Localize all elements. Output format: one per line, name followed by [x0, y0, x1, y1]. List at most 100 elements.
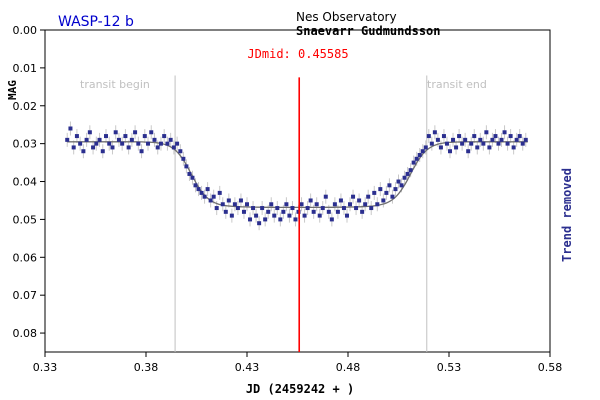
data-point: [165, 141, 170, 146]
data-point: [290, 206, 295, 211]
data-point: [196, 187, 201, 192]
data-point: [214, 206, 219, 211]
data-point: [520, 141, 525, 146]
data-point: [463, 137, 468, 142]
data-point: [381, 198, 386, 203]
y-tick-label: 0.07: [13, 289, 38, 302]
data-point: [496, 141, 501, 146]
data-point: [278, 217, 283, 222]
data-point: [251, 206, 256, 211]
data-points: [65, 126, 528, 226]
data-point: [426, 134, 431, 139]
data-point: [284, 202, 289, 207]
data-point: [205, 187, 210, 192]
data-point: [68, 126, 73, 131]
data-point: [142, 134, 147, 139]
data-point: [420, 149, 425, 154]
data-point: [414, 156, 419, 161]
data-point: [299, 202, 304, 207]
data-point: [254, 213, 259, 218]
data-point: [369, 206, 374, 211]
data-point: [248, 217, 253, 222]
data-point: [152, 137, 157, 142]
data-point: [202, 194, 207, 199]
data-point: [168, 137, 173, 142]
data-point: [220, 202, 225, 207]
data-point: [454, 145, 459, 150]
data-point: [269, 202, 274, 207]
transit-lines: [174, 75, 428, 352]
y-tick-label: 0.03: [13, 138, 38, 151]
data-point: [162, 134, 167, 139]
x-axis-label: JD (2459242 + ): [246, 382, 354, 396]
y-axis-ticks: 0.00 0.01 0.02 0.03 0.04 0.05 0.06 0.07 0.08: [13, 24, 45, 340]
data-point: [223, 209, 228, 214]
data-point: [338, 198, 343, 203]
data-point: [71, 145, 76, 150]
data-point: [107, 141, 112, 146]
data-point: [432, 130, 437, 135]
data-point: [149, 130, 154, 135]
data-point: [184, 164, 189, 169]
data-point: [351, 194, 356, 199]
data-point: [393, 187, 398, 192]
y-tick-label: 0.04: [13, 176, 38, 189]
data-point: [175, 141, 180, 146]
data-point: [360, 209, 365, 214]
data-point: [193, 183, 198, 188]
observer-label: Snaevarr Gudmundsson: [296, 24, 441, 38]
data-point: [451, 137, 456, 142]
data-point: [146, 141, 151, 146]
data-point: [120, 141, 125, 146]
data-point: [390, 194, 395, 199]
data-point: [181, 156, 186, 161]
data-point: [438, 145, 443, 150]
data-point: [87, 130, 92, 135]
data-point: [490, 137, 495, 142]
data-point: [508, 134, 513, 139]
data-point: [466, 149, 471, 154]
data-point: [511, 145, 516, 150]
data-point: [323, 194, 328, 199]
data-point: [308, 198, 313, 203]
data-point: [311, 209, 316, 214]
data-point: [329, 217, 334, 222]
data-point: [441, 134, 446, 139]
data-point: [384, 190, 389, 195]
data-point: [104, 134, 109, 139]
data-point: [372, 190, 377, 195]
data-point: [116, 137, 121, 142]
x-tick-label: 0.53: [437, 361, 462, 374]
data-point: [65, 137, 70, 142]
data-point: [257, 221, 262, 226]
data-point: [178, 149, 183, 154]
jdmid-label: JDmid: 0.45585: [247, 47, 348, 61]
data-point: [263, 217, 268, 222]
plot-frame: [44, 29, 551, 353]
error-bars: [66, 121, 527, 231]
data-point: [241, 209, 246, 214]
x-tick-label: 0.38: [134, 361, 159, 374]
data-point: [405, 171, 410, 176]
data-point: [81, 149, 86, 154]
data-point: [344, 213, 349, 218]
data-point: [348, 202, 353, 207]
data-point: [469, 141, 474, 146]
transit-begin-label: transit begin: [80, 78, 150, 91]
data-point: [136, 141, 141, 146]
data-point: [113, 130, 118, 135]
x-tick-label: 0.33: [33, 361, 58, 374]
data-point: [402, 175, 407, 180]
model-curve: [67, 141, 528, 209]
data-point: [133, 130, 138, 135]
data-point: [190, 175, 195, 180]
data-point: [502, 130, 507, 135]
chart-title: WASP-12 b: [58, 14, 134, 30]
data-point: [293, 217, 298, 222]
data-point: [158, 141, 163, 146]
data-point: [78, 141, 83, 146]
data-point: [302, 213, 307, 218]
data-point: [94, 141, 99, 146]
data-point: [238, 198, 243, 203]
